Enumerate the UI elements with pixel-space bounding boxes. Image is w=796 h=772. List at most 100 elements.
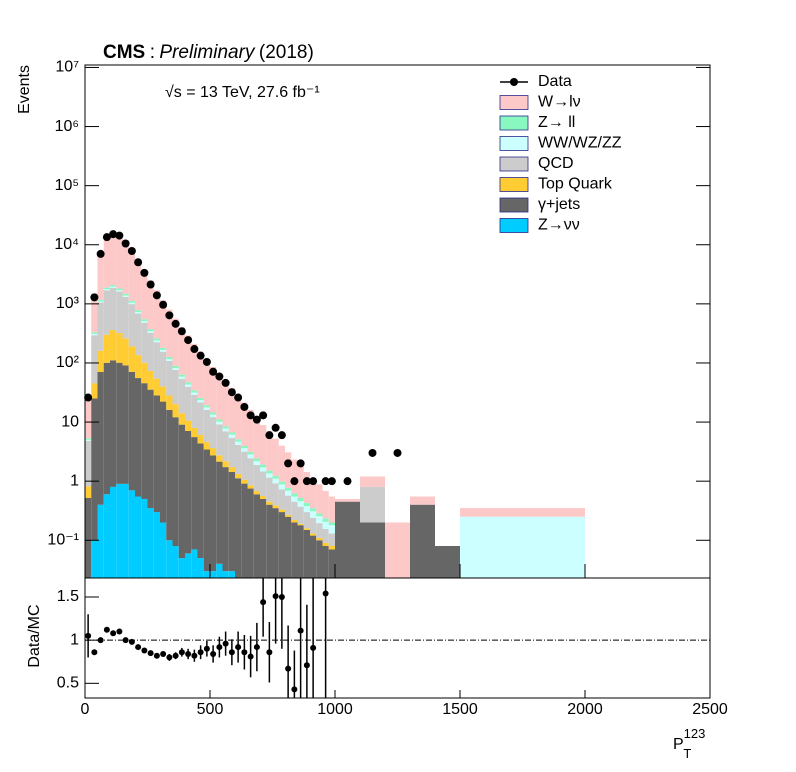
hist-segment <box>216 419 223 422</box>
hist-segment <box>178 413 185 425</box>
ratio-point <box>91 649 98 656</box>
x-tick-label: 500 <box>197 701 224 718</box>
hist-segment <box>110 236 117 286</box>
hist-segment <box>135 312 142 314</box>
hist-segment <box>297 506 304 524</box>
hist-segment <box>178 327 185 375</box>
hist-segment <box>385 522 410 578</box>
hist-segment <box>172 546 179 578</box>
hist-segment <box>278 512 285 578</box>
hist-segment <box>91 383 98 399</box>
hist-segment <box>310 517 317 534</box>
legend-label: QCD <box>538 155 574 172</box>
hist-segment <box>91 293 98 333</box>
ratio-point <box>85 632 92 639</box>
hist-segment <box>210 455 217 572</box>
hist-segment <box>203 449 210 572</box>
hist-segment <box>322 518 329 522</box>
hist-segment <box>316 513 323 517</box>
hist-segment <box>247 458 254 486</box>
hist-segment <box>203 571 210 578</box>
ratio-point <box>303 662 310 669</box>
hist-segment <box>147 332 154 371</box>
hist-segment <box>160 386 167 402</box>
hist-segment <box>310 508 317 512</box>
hist-segment <box>110 330 117 361</box>
hist-segment <box>128 371 135 491</box>
hist-segment <box>97 302 104 351</box>
hist-segment <box>128 304 135 347</box>
hist-segment <box>303 471 310 503</box>
hist-segment <box>241 451 248 480</box>
hist-segment <box>128 250 135 301</box>
hist-segment <box>178 378 185 414</box>
data-point <box>321 477 330 486</box>
y-tick-label: 10⁷ <box>55 59 79 76</box>
data-point <box>265 431 274 440</box>
hist-segment <box>291 522 298 578</box>
hist-segment <box>197 558 204 578</box>
hist-segment <box>328 522 335 526</box>
hist-segment <box>228 471 235 572</box>
legend-label: γ+jets <box>538 196 580 213</box>
hist-segment <box>410 496 435 505</box>
hist-segment <box>166 309 173 358</box>
x-tick-label: 1000 <box>317 701 353 718</box>
ratio-point <box>216 644 223 651</box>
title-status: Preliminary <box>159 42 256 63</box>
hist-segment <box>210 366 217 413</box>
data-point <box>227 388 236 397</box>
legend-swatch <box>499 136 529 151</box>
hist-segment <box>103 494 110 578</box>
data-point <box>84 393 93 402</box>
data-point <box>368 448 377 457</box>
hist-segment <box>316 523 323 538</box>
data-point <box>140 268 149 277</box>
hist-segment <box>266 473 273 478</box>
ratio-frame <box>84 577 711 699</box>
hist-segment <box>260 496 267 499</box>
hist-segment <box>285 514 292 517</box>
hist-segment <box>210 417 217 449</box>
hist-segment <box>335 501 360 578</box>
hist-segment <box>247 409 254 452</box>
ratio-point <box>235 644 242 651</box>
hist-segment <box>172 369 179 405</box>
hist-segment <box>166 540 173 578</box>
data-point <box>246 411 255 420</box>
data-point <box>134 258 143 267</box>
hist-segment <box>210 412 217 415</box>
legend-swatch <box>499 218 529 233</box>
data-point <box>115 231 124 240</box>
hist-segment <box>160 351 167 387</box>
hist-segment <box>103 290 110 335</box>
hist-segment <box>235 444 242 475</box>
hist-segment <box>216 455 223 462</box>
hist-segment <box>191 392 198 395</box>
y-tick-label: 10⁻¹ <box>47 531 79 548</box>
hist-segment <box>85 399 92 439</box>
hist-segment <box>128 300 135 303</box>
hist-segment <box>235 441 242 445</box>
hist-segment <box>297 497 304 502</box>
hist-segment <box>141 383 148 499</box>
hist-segment <box>135 310 142 313</box>
data-point <box>196 351 205 360</box>
hist-segment <box>178 424 185 559</box>
hist-segment <box>278 509 285 513</box>
hist-segment <box>272 508 279 578</box>
legend-label: Data <box>538 73 572 90</box>
data-point <box>327 477 336 486</box>
ratio-point <box>178 649 185 656</box>
hist-segment <box>97 350 104 372</box>
hist-segment <box>160 401 167 523</box>
data-point <box>252 415 261 424</box>
hist-segment <box>410 504 435 578</box>
legend-swatch <box>499 197 529 213</box>
ratio-point <box>147 650 154 657</box>
hist-segment <box>247 451 254 455</box>
hist-segment <box>153 340 160 343</box>
hist-segment <box>460 516 585 578</box>
hist-segment <box>328 546 335 550</box>
x-tick-label: 2500 <box>692 701 728 718</box>
